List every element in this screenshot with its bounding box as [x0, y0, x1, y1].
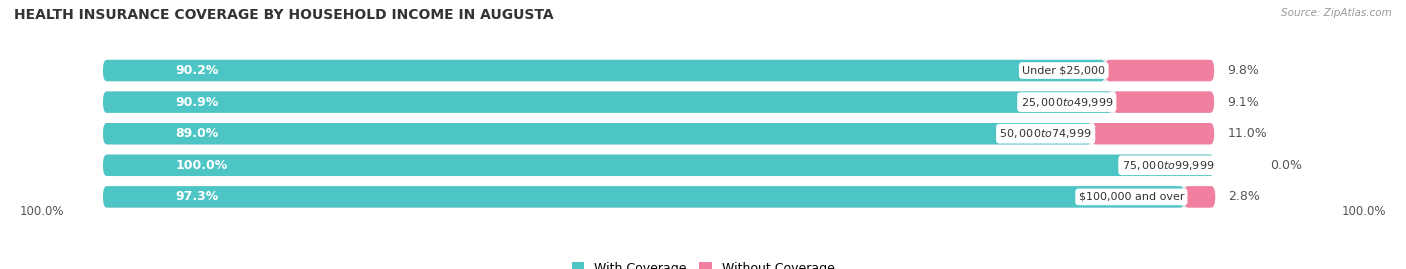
FancyBboxPatch shape — [103, 155, 1215, 176]
FancyBboxPatch shape — [1105, 60, 1215, 81]
Text: 0.0%: 0.0% — [1270, 159, 1302, 172]
FancyBboxPatch shape — [103, 91, 1215, 113]
Text: 97.3%: 97.3% — [176, 190, 218, 203]
Text: $75,000 to $99,999: $75,000 to $99,999 — [1122, 159, 1215, 172]
FancyBboxPatch shape — [103, 60, 1215, 81]
FancyBboxPatch shape — [103, 123, 1215, 144]
Text: 9.8%: 9.8% — [1227, 64, 1260, 77]
Text: 11.0%: 11.0% — [1227, 127, 1267, 140]
FancyBboxPatch shape — [103, 186, 1184, 208]
Text: 2.8%: 2.8% — [1229, 190, 1260, 203]
Text: $25,000 to $49,999: $25,000 to $49,999 — [1021, 95, 1114, 109]
FancyBboxPatch shape — [103, 123, 1092, 144]
FancyBboxPatch shape — [1114, 91, 1215, 113]
Text: 100.0%: 100.0% — [1341, 205, 1386, 218]
Text: 9.1%: 9.1% — [1227, 95, 1260, 109]
FancyBboxPatch shape — [1184, 186, 1215, 208]
FancyBboxPatch shape — [1092, 123, 1215, 144]
FancyBboxPatch shape — [103, 60, 1105, 81]
Text: Source: ZipAtlas.com: Source: ZipAtlas.com — [1281, 8, 1392, 18]
FancyBboxPatch shape — [103, 155, 1215, 176]
Text: 90.9%: 90.9% — [176, 95, 218, 109]
FancyBboxPatch shape — [103, 91, 1114, 113]
Text: 90.2%: 90.2% — [176, 64, 218, 77]
Text: 89.0%: 89.0% — [176, 127, 218, 140]
Text: 100.0%: 100.0% — [20, 205, 65, 218]
FancyBboxPatch shape — [103, 186, 1215, 208]
Text: HEALTH INSURANCE COVERAGE BY HOUSEHOLD INCOME IN AUGUSTA: HEALTH INSURANCE COVERAGE BY HOUSEHOLD I… — [14, 8, 554, 22]
Legend: With Coverage, Without Coverage: With Coverage, Without Coverage — [567, 257, 839, 269]
Text: $100,000 and over: $100,000 and over — [1078, 192, 1184, 202]
Text: Under $25,000: Under $25,000 — [1022, 66, 1105, 76]
Text: 100.0%: 100.0% — [176, 159, 228, 172]
Text: $50,000 to $74,999: $50,000 to $74,999 — [1000, 127, 1092, 140]
